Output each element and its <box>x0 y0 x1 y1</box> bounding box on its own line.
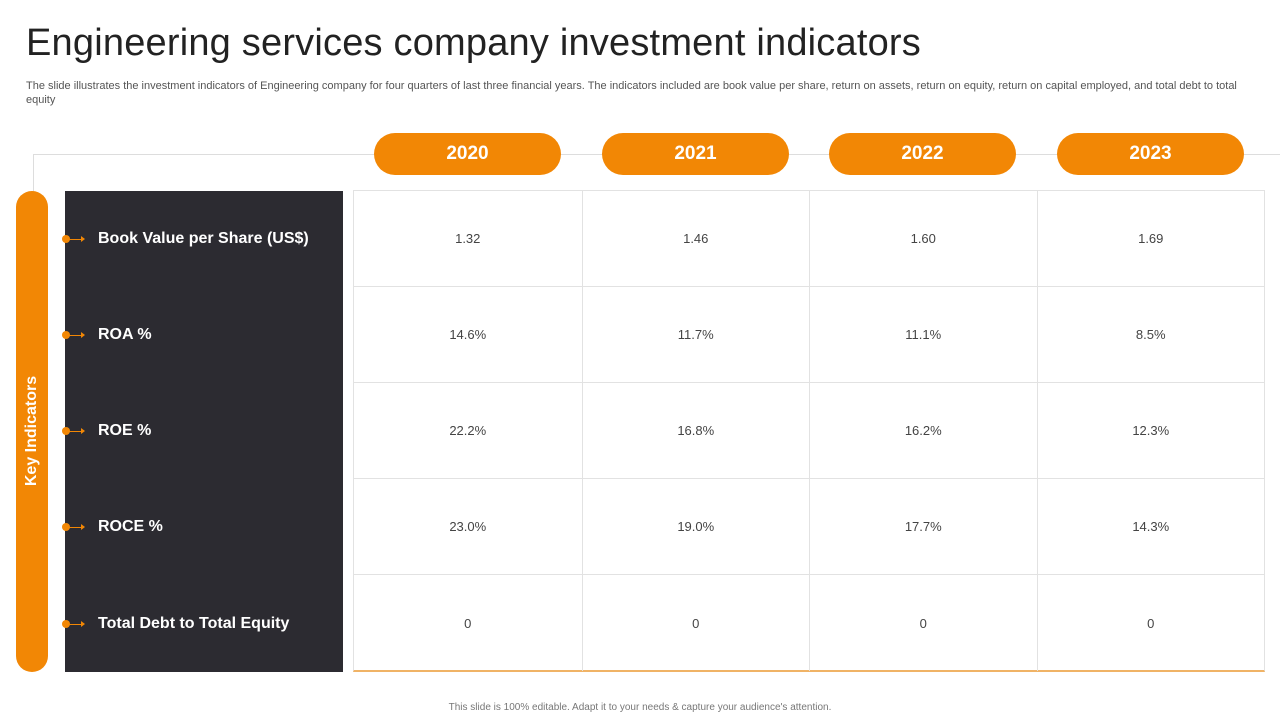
table-cell: 12.3% <box>1036 383 1265 478</box>
key-indicators-label: Key Indicators <box>23 375 40 487</box>
indicator-label: ROCE % <box>98 518 163 535</box>
table-row: 23.0% 19.0% 17.7% 14.3% <box>354 479 1264 575</box>
table-cell: 0 <box>464 615 472 631</box>
table-row: 14.6% 11.7% 11.1% 8.5% <box>354 287 1264 383</box>
indicator-label: ROE % <box>98 422 152 439</box>
table-cell: 11.1% <box>809 287 1037 382</box>
key-indicators-bar <box>16 191 48 672</box>
table-cell: 19.0% <box>581 479 810 574</box>
arrow-right-icon <box>81 621 85 627</box>
table-cell: 1.32 <box>455 231 481 246</box>
bullet-dot-icon <box>62 427 70 435</box>
table-cell: 23.0% <box>449 519 487 534</box>
bullet-dot-icon <box>62 523 70 531</box>
bullet-line-icon <box>69 624 83 625</box>
connector-line-vertical <box>33 154 34 192</box>
year-header-2021: 2021 <box>602 133 789 175</box>
table-cell: 14.6% <box>449 327 487 342</box>
arrow-right-icon <box>81 332 85 338</box>
indicator-roa: ROA % <box>62 287 343 383</box>
arrow-right-icon <box>81 524 85 530</box>
bullet-line-icon <box>69 335 83 336</box>
bullet-dot-icon <box>62 235 70 243</box>
indicator-debt-to-equity: Total Debt to Total Equity <box>62 576 343 672</box>
indicator-label: Total Debt to Total Equity <box>98 615 290 632</box>
footer-note: This slide is 100% editable. Adapt it to… <box>448 702 832 713</box>
values-table: 1.32 1.46 1.60 1.69 14.6% 11.7% 11.1% 8.… <box>353 190 1265 672</box>
arrow-right-icon <box>81 236 85 242</box>
table-cell: 0 <box>581 575 810 671</box>
table-cell: 1.69 <box>1036 191 1265 286</box>
table-cell: 14.3% <box>1036 479 1265 574</box>
table-cell: 1.60 <box>809 191 1037 286</box>
arrow-right-icon <box>81 428 85 434</box>
year-header-2020: 2020 <box>374 133 561 175</box>
table-row: 0 0 0 0 <box>354 575 1264 671</box>
table-row: 22.2% 16.8% 16.2% 12.3% <box>354 383 1264 479</box>
bullet-line-icon <box>69 527 83 528</box>
table-cell: 8.5% <box>1036 287 1265 382</box>
table-cell: 22.2% <box>449 423 487 438</box>
slide-title: Engineering services company investment … <box>26 22 921 64</box>
table-cell: 1.46 <box>581 191 810 286</box>
table-cell: 17.7% <box>809 479 1037 574</box>
indicator-label: Book Value per Share (US$) <box>98 230 309 247</box>
bullet-line-icon <box>69 431 83 432</box>
bullet-line-icon <box>69 239 83 240</box>
year-header-2023: 2023 <box>1057 133 1244 175</box>
slide-subtitle: The slide illustrates the investment ind… <box>26 80 1237 106</box>
table-cell: 16.8% <box>581 383 810 478</box>
bullet-dot-icon <box>62 620 70 628</box>
indicator-label: ROA % <box>98 326 152 343</box>
table-cell: 0 <box>809 575 1037 671</box>
table-cell: 16.2% <box>809 383 1037 478</box>
indicator-book-value: Book Value per Share (US$) <box>62 191 343 287</box>
indicator-roce: ROCE % <box>62 479 343 575</box>
table-row: 1.32 1.46 1.60 1.69 <box>354 191 1264 287</box>
indicator-roe: ROE % <box>62 383 343 479</box>
table-cell: 0 <box>1036 575 1265 671</box>
table-cell: 11.7% <box>581 287 810 382</box>
bullet-dot-icon <box>62 331 70 339</box>
indicator-panel: Book Value per Share (US$) ROA % ROE % R… <box>62 191 343 672</box>
year-header-2022: 2022 <box>829 133 1016 175</box>
